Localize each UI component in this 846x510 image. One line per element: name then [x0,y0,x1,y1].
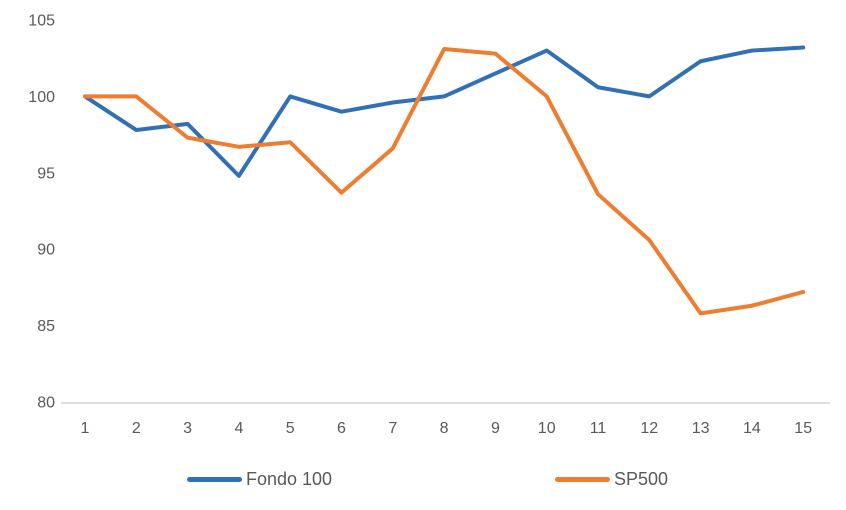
legend-item-fondo-100: Fondo 100 [187,466,332,492]
x-axis-tick-label: 7 [388,420,397,437]
x-axis-tick-label: 13 [692,420,710,437]
x-axis-tick-label: 1 [81,420,90,437]
series-line-sp500 [83,47,806,316]
x-axis-tick-label: 14 [743,420,761,437]
x-axis-tick-label: 15 [794,420,812,437]
x-axis-tick-label: 8 [440,420,449,437]
x-axis-tick-label: 10 [538,420,556,437]
x-axis-tick-label: 3 [183,420,192,437]
y-axis-tick-label: 80 [37,395,55,412]
y-axis-tick-label: 105 [28,13,55,30]
x-axis-tick-label: 4 [234,420,243,437]
y-axis-tick-label: 90 [37,242,55,259]
y-axis-tick-label: 100 [28,89,55,106]
series-line-fondo-100 [83,45,806,178]
x-axis-tick-label: 9 [491,420,500,437]
x-axis-tick-label: 12 [640,420,658,437]
x-axis-tick-label: 5 [286,420,295,437]
x-axis-tick-label: 2 [132,420,141,437]
y-axis-tick-label: 85 [37,318,55,335]
x-axis-tick-label: 11 [590,420,607,437]
legend-line-swatch-sp500 [555,476,610,482]
y-axis-tick-label: 95 [37,165,55,182]
legend: Fondo 100 SP500 [0,466,846,492]
legend-label-fondo-100: Fondo 100 [246,468,333,489]
legend-label-sp500: SP500 [614,468,669,489]
legend-line-swatch-fondo-100 [187,476,242,482]
legend-item-sp500: SP500 [555,466,668,492]
x-axis-tick-label: 6 [337,420,346,437]
